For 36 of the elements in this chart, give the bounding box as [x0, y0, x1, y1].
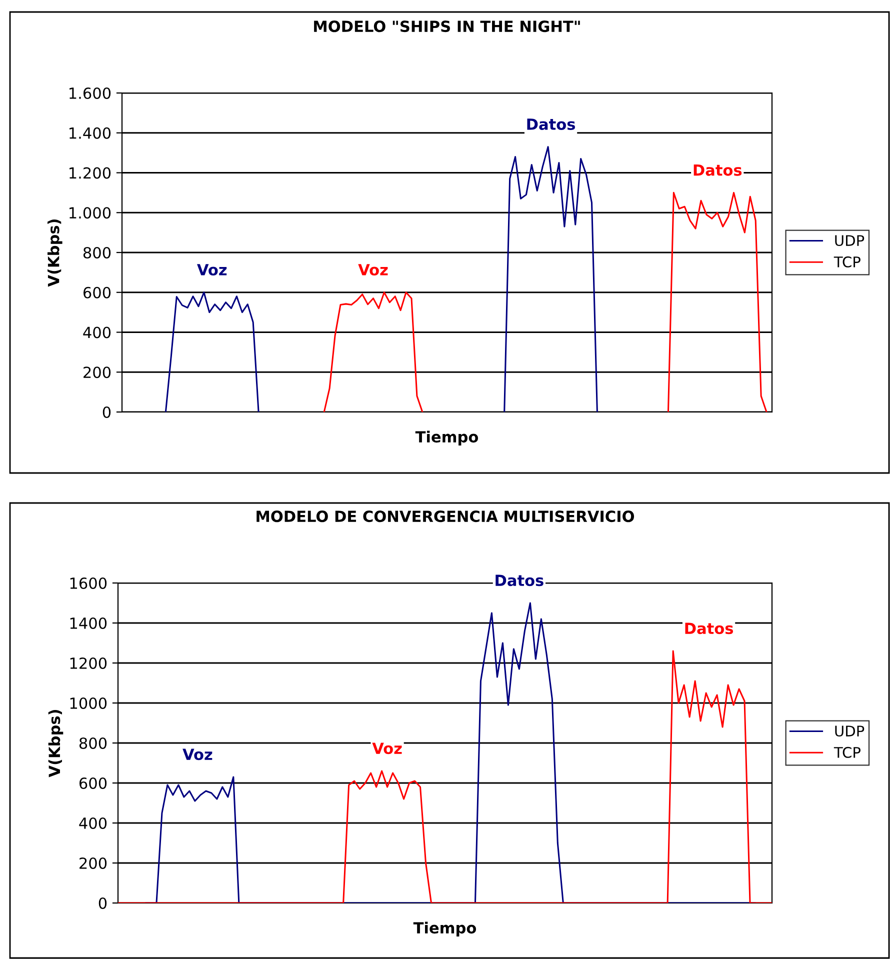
y-tick-label: 200	[80, 857, 107, 870]
legend-label: UDP	[835, 235, 864, 246]
y-tick-label: 1600	[70, 577, 107, 590]
annotation: Datos	[685, 622, 734, 634]
legend-label: TCP	[834, 256, 860, 268]
y-tick-label: 1.400	[70, 127, 111, 139]
legend-label: TCP	[834, 746, 860, 758]
annotation: Datos	[496, 574, 544, 586]
y-axis-title: V(Kbps)	[48, 220, 62, 287]
y-tick-label: 200	[84, 366, 111, 378]
legend-label: UDP	[835, 726, 864, 737]
y-tick-label: 1.200	[70, 167, 111, 179]
y-tick-label: 1400	[70, 617, 107, 630]
y-tick-label: 0	[102, 406, 111, 418]
annotation: Voz	[372, 742, 402, 754]
x-axis-title: Tiempo	[413, 922, 476, 937]
annotation: Voz	[197, 264, 227, 276]
y-tick-label: 400	[83, 326, 111, 338]
y-tick-label: 1200	[70, 657, 107, 670]
annotation: Voz	[182, 748, 212, 760]
annotation: Datos	[527, 118, 575, 130]
y-tick-label: 600	[79, 777, 107, 790]
y-tick-label: 800	[79, 737, 107, 750]
chart-title: MODELO DE CONVERGENCIA MULTISERVICIO	[256, 510, 634, 522]
y-tick-label: 800	[83, 246, 111, 259]
chart-title: MODELO "SHIPS IN THE NIGHT"	[314, 20, 580, 32]
annotation: Voz	[358, 264, 388, 276]
y-tick-label: 0	[98, 897, 107, 910]
y-tick-label: 600	[83, 286, 111, 298]
y-tick-label: 1000	[70, 697, 107, 710]
annotation: Datos	[694, 164, 742, 176]
x-axis-title: Tiempo	[415, 430, 478, 446]
y-tick-label: 400	[79, 817, 107, 830]
y-axis-title: V(Kbps)	[48, 710, 64, 778]
y-tick-label: 1.600	[70, 87, 111, 100]
y-tick-label: 1.000	[70, 207, 111, 219]
